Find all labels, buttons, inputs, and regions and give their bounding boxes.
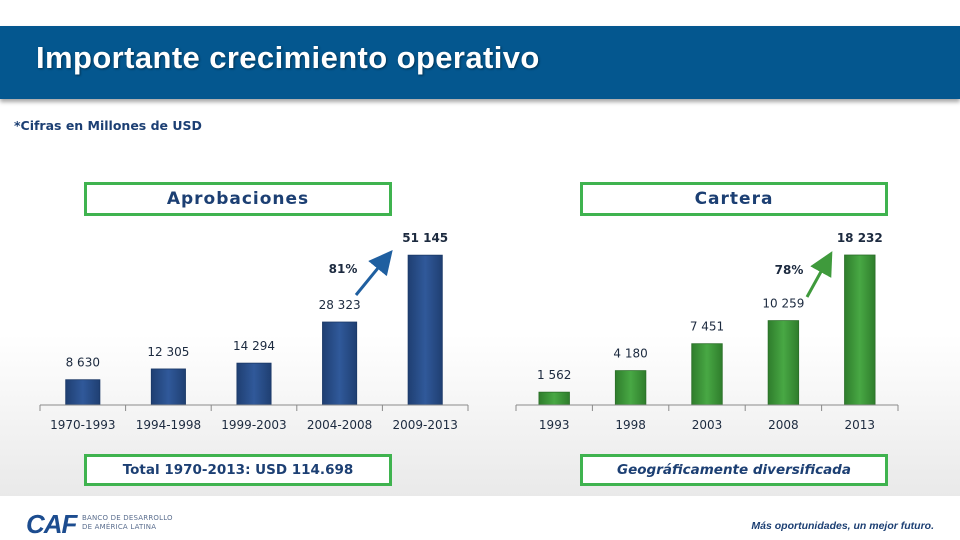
tick-label-aprobaciones-1: 1994-1998	[136, 418, 201, 432]
logo-line-1: BANCO DE DESARROLLO	[82, 514, 173, 522]
value-label-aprobaciones-4: 51 145	[402, 231, 448, 245]
growth-label-aprobaciones: 81%	[329, 262, 358, 276]
footer	[0, 496, 960, 540]
tick-label-aprobaciones-2: 1999-2003	[221, 418, 286, 432]
value-label-aprobaciones-2: 14 294	[233, 339, 275, 353]
value-label-cartera-3: 10 259	[762, 297, 804, 311]
tick-label-aprobaciones-3: 2004-2008	[307, 418, 372, 432]
tick-label-cartera-3: 2008	[768, 418, 799, 432]
tick-label-cartera-1: 1998	[615, 418, 646, 432]
bar-aprobaciones-0	[65, 379, 101, 406]
title-bar: Importante crecimiento operativo	[0, 26, 960, 99]
bar-cartera-3	[767, 320, 800, 406]
bar-cartera-1	[614, 370, 647, 406]
units-note: *Cifras en Millones de USD	[14, 118, 202, 133]
value-label-aprobaciones-1: 12 305	[147, 345, 189, 359]
tick-label-cartera-0: 1993	[539, 418, 570, 432]
growth-label-cartera: 78%	[775, 263, 804, 277]
logo-subtitle: BANCO DE DESARROLLO DE AMÉRICA LATINA	[82, 514, 173, 532]
bar-cartera-2	[691, 343, 723, 406]
page-title: Importante crecimiento operativo	[36, 40, 540, 75]
bar-cartera-4	[844, 254, 876, 406]
bar-cartera-0	[538, 391, 570, 406]
bar-aprobaciones-2	[236, 362, 272, 406]
value-label-cartera-0: 1 562	[537, 368, 571, 382]
footer-label-cartera: Geográficamente diversificada	[580, 454, 888, 486]
tick-label-aprobaciones-4: 2009-2013	[392, 418, 457, 432]
logo-line-2: DE AMÉRICA LATINA	[82, 523, 157, 531]
tick-label-aprobaciones-0: 1970-1993	[50, 418, 115, 432]
bar-aprobaciones-4	[407, 254, 443, 406]
value-label-aprobaciones-0: 8 630	[66, 356, 100, 370]
tagline: Más oportunidades, un mejor futuro.	[751, 520, 934, 532]
bar-aprobaciones-3	[322, 321, 358, 406]
tick-label-cartera-2: 2003	[692, 418, 723, 432]
bar-aprobaciones-1	[150, 368, 186, 406]
value-label-aprobaciones-3: 28 323	[319, 298, 361, 312]
chart-title-cartera: Cartera	[580, 182, 888, 216]
growth-arrow-aprobaciones	[354, 250, 393, 296]
value-label-cartera-1: 4 180	[613, 347, 647, 361]
footer-label-aprobaciones: Total 1970-2013: USD 114.698	[84, 454, 392, 486]
value-label-cartera-4: 18 232	[837, 231, 883, 245]
growth-arrow-cartera	[805, 251, 833, 298]
caf-logo-text: CAF	[26, 509, 77, 539]
chart-title-aprobaciones: Aprobaciones	[84, 182, 392, 216]
caf-logo: CAF	[26, 509, 77, 540]
value-label-cartera-2: 7 451	[690, 320, 724, 334]
tick-label-cartera-4: 2013	[845, 418, 876, 432]
